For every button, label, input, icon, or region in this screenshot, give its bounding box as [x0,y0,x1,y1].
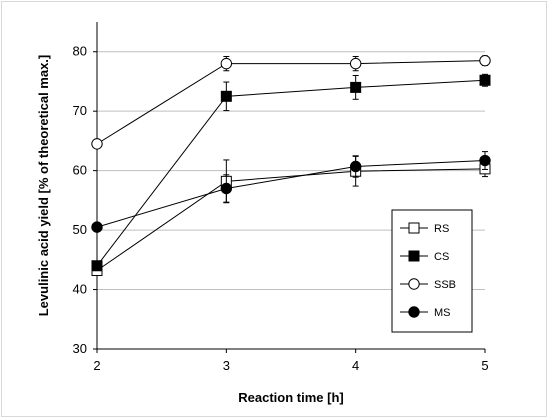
legend-label: SSB [434,279,456,291]
legend-item-rs: RS [400,222,449,235]
data-point-cs-0 [91,260,103,272]
legend-item-ssb: SSB [400,278,456,291]
data-point-ms-0 [91,221,103,233]
data-point-cs-2 [350,81,362,93]
y-tick-label-5: 80 [73,44,87,59]
data-point-ssb-3 [479,54,491,67]
series-line-rs [96,168,486,271]
legend-label: MS [434,307,451,319]
y-tick-label-4: 70 [73,103,87,118]
legend-marker [408,222,420,234]
y-tick-label-0: 30 [73,341,87,356]
data-point-ms-2 [349,160,362,173]
data-point-ms-3 [479,154,491,167]
data-point-ssb-1 [220,57,233,70]
y-tick-labels: 30 40 50 60 70 80 [73,44,87,356]
series-line-ssb [96,60,486,145]
y-tick-label-2: 50 [73,222,87,237]
series-ssb [91,54,491,150]
x-axis-title: Reaction time [h] [238,390,343,405]
legend-item-ms: MS [400,306,451,319]
legend-marker [408,306,420,318]
y-tick-label-1: 40 [73,282,87,297]
data-point-ssb-0 [91,138,103,150]
data-point-cs-3 [479,74,491,86]
x-tick-labels: 2 3 4 5 [93,358,488,373]
x-tick-label-3: 5 [481,358,488,373]
x-tick-label-0: 2 [93,358,100,373]
legend-marker [408,278,420,290]
legend-marker [408,250,420,262]
legend-label: CS [434,251,449,263]
legend-label: RS [434,223,449,235]
series-cs [91,73,491,272]
legend: RS CS SSB MS [391,209,473,333]
x-tick-label-2: 4 [352,358,359,373]
y-axis-title: Levulinic acid yield [% of theoretical m… [36,55,51,317]
axes [93,22,486,353]
series-group [91,54,491,277]
x-tick-label-1: 3 [223,358,230,373]
series-ms [91,151,491,233]
series-line-ms [96,160,486,228]
y-tick-label-3: 60 [73,163,87,178]
data-point-cs-1 [220,90,232,102]
data-point-ssb-2 [349,57,362,70]
legend-item-cs: CS [400,250,449,263]
data-point-ms-1 [220,182,233,195]
series-line-cs [96,79,486,267]
